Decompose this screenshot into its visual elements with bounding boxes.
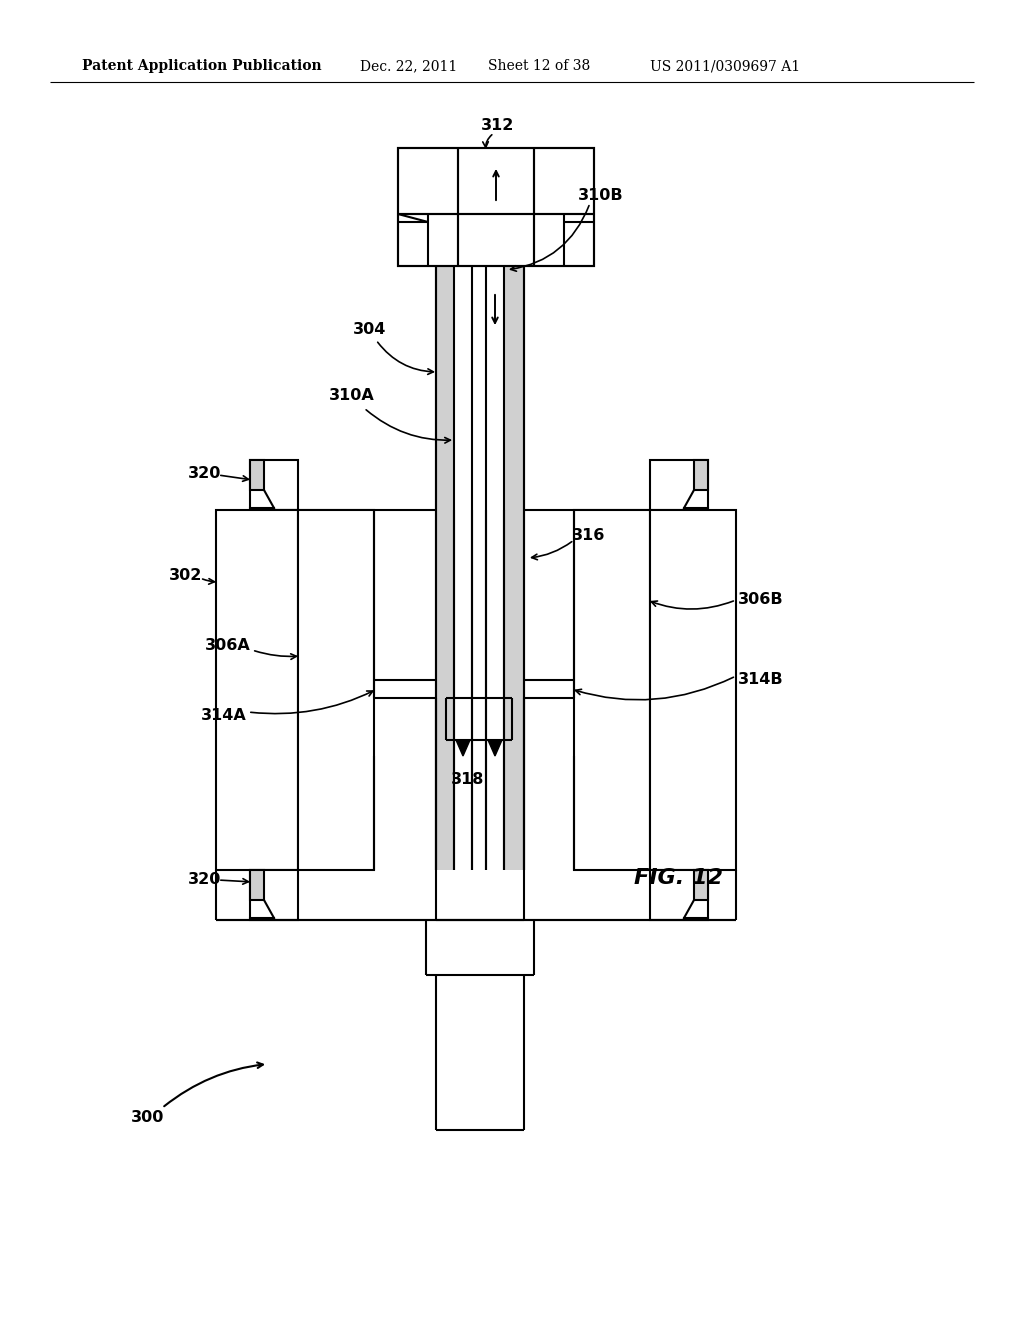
Bar (694, 459, 708, 490)
Polygon shape (488, 741, 502, 756)
Text: 306A: 306A (205, 639, 251, 653)
Text: US 2011/0309697 A1: US 2011/0309697 A1 (650, 59, 800, 73)
Text: Sheet 12 of 38: Sheet 12 of 38 (488, 59, 590, 73)
Bar (504, 267, 524, 459)
Text: 310B: 310B (578, 189, 624, 203)
Bar (216, 510, 298, 870)
Text: 314B: 314B (738, 672, 783, 688)
Bar (250, 870, 298, 920)
Bar (398, 148, 594, 267)
Bar (250, 459, 298, 510)
Text: 300: 300 (131, 1110, 165, 1126)
Text: Dec. 22, 2011: Dec. 22, 2011 (360, 59, 458, 73)
Bar (437, 510, 454, 870)
Bar (574, 510, 650, 870)
Bar (694, 870, 708, 900)
Bar (504, 459, 524, 510)
Text: Patent Application Publication: Patent Application Publication (82, 59, 322, 73)
Text: 318: 318 (452, 772, 484, 788)
Bar (505, 510, 524, 870)
Text: 302: 302 (169, 569, 203, 583)
Bar (398, 148, 594, 267)
Bar (650, 870, 708, 920)
Bar (535, 148, 594, 264)
Bar (298, 510, 374, 870)
Bar (436, 459, 454, 510)
Text: 310A: 310A (329, 388, 375, 404)
Text: 320: 320 (188, 873, 221, 887)
Text: 304: 304 (353, 322, 387, 338)
Text: 316: 316 (572, 528, 605, 543)
Bar (650, 459, 708, 510)
Text: 306B: 306B (738, 593, 783, 607)
Text: FIG. 12: FIG. 12 (634, 869, 723, 888)
Polygon shape (456, 741, 470, 756)
Text: 320: 320 (188, 466, 221, 482)
Bar (250, 459, 264, 490)
Bar (250, 870, 264, 900)
Text: 314A: 314A (201, 709, 247, 723)
Bar (399, 148, 458, 264)
Bar (436, 267, 454, 459)
Bar (650, 510, 736, 870)
Text: 312: 312 (481, 119, 515, 133)
